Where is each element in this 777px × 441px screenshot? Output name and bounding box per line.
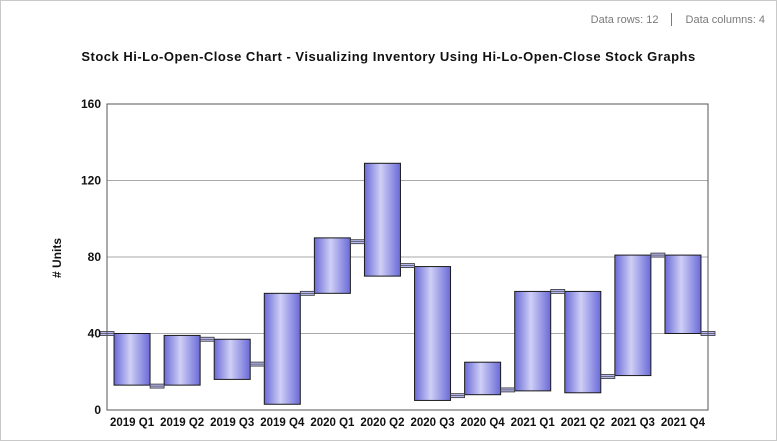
divider (670, 13, 672, 26)
y-axis-label: # Units (50, 237, 64, 279)
hlc-box (363, 162, 401, 277)
grid-lines (107, 180, 708, 334)
data-rows-label: Data rows: 12 (590, 13, 659, 26)
hlc-box (313, 237, 351, 294)
hlc-boxes (113, 162, 702, 405)
plot-frame (106, 103, 709, 411)
hlc-box (113, 333, 151, 386)
data-summary: Data rows: 12 Data columns: 4 (591, 13, 765, 26)
chart-title: Stock Hi-Lo-Open-Close Chart - Visualizi… (81, 49, 696, 64)
hlc-box (414, 266, 452, 401)
x-tick-label: 2020 Q1 (310, 417, 355, 429)
x-tick-label: 2021 Q2 (561, 417, 605, 429)
hlc-box (664, 254, 702, 334)
x-tick-labels: 2019 Q1 2019 Q2 2019 Q3 2019 Q4 2020 Q1 2020 … (110, 417, 706, 429)
y-tick-label: 0 (94, 403, 101, 417)
hlc-box (163, 334, 201, 386)
y-tick-labels: 0 40 80 120 160 (81, 97, 101, 417)
x-tick-label: 2020 Q3 (410, 417, 454, 429)
axes (106, 103, 709, 411)
hlc-box (213, 338, 251, 380)
data-columns-label: Data columns: 4 (685, 13, 765, 26)
x-tick-label: 2020 Q2 (360, 417, 404, 429)
x-tick-label: 2021 Q1 (511, 417, 556, 429)
hlc-box (464, 361, 502, 396)
x-tick-label: 2019 Q2 (160, 417, 204, 429)
y-tick-label: 40 (88, 327, 102, 341)
y-tick-label: 80 (88, 250, 102, 264)
x-tick-label: 2020 Q4 (461, 417, 506, 429)
x-tick-label: 2021 Q3 (611, 417, 655, 429)
y-tick-label: 120 (81, 174, 101, 188)
hlc-box (564, 290, 602, 394)
y-tick-label: 160 (81, 97, 101, 111)
x-tick-label: 2019 Q4 (260, 417, 305, 429)
x-tick-label: 2019 Q1 (110, 417, 155, 429)
hlc-box (514, 290, 552, 392)
x-tick-label: 2021 Q4 (661, 417, 706, 429)
x-tick-label: 2019 Q3 (210, 417, 254, 429)
hlc-box (263, 292, 301, 405)
hlc-box (614, 254, 652, 377)
